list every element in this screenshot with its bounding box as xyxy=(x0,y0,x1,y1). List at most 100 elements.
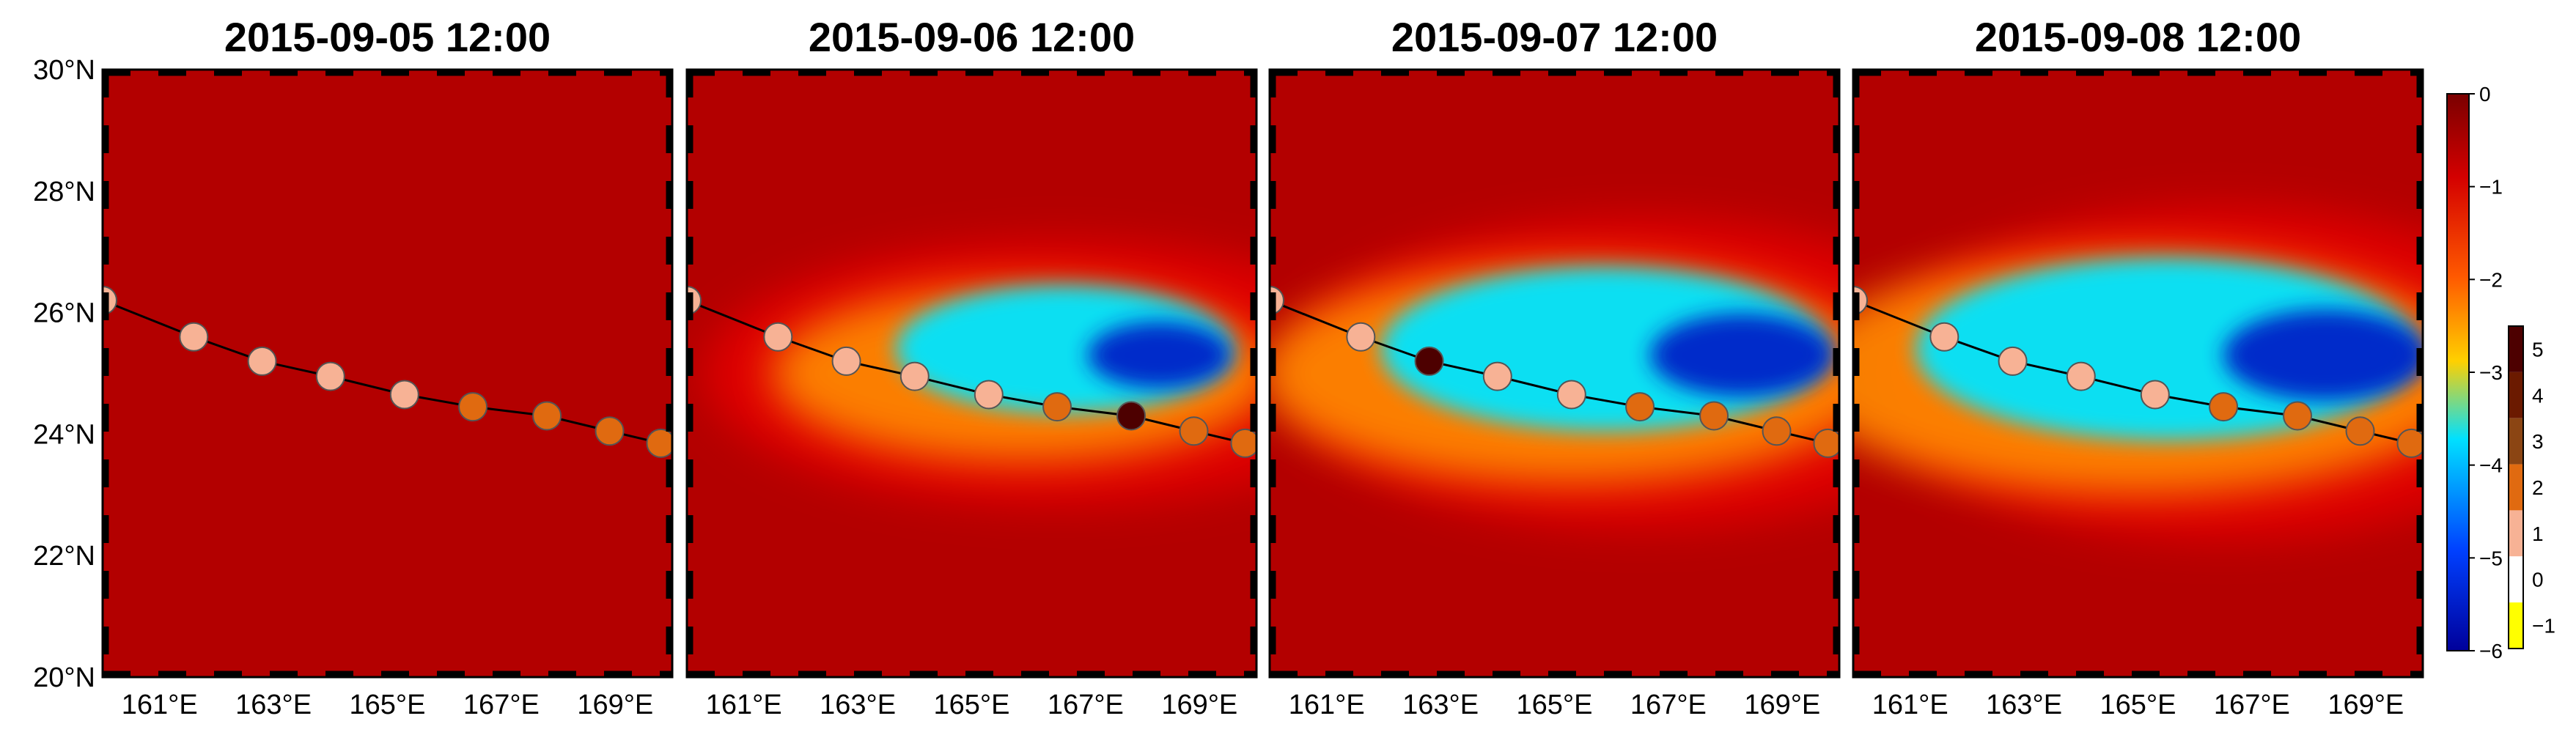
track-point xyxy=(1346,322,1376,352)
track-point xyxy=(1179,416,1209,446)
panel-title: 2015-09-05 12:00 xyxy=(224,14,551,60)
track-point xyxy=(389,380,419,410)
track-point xyxy=(2209,392,2239,422)
x-tick-label: 161°E xyxy=(1289,690,1365,720)
track-point xyxy=(532,401,562,431)
track-point xyxy=(1699,401,1729,431)
sst-colorbar-label: −5 xyxy=(2479,547,2503,569)
category-colorbar-label: −1 xyxy=(2532,615,2555,638)
track-point xyxy=(315,361,345,391)
x-tick-label: 169°E xyxy=(1161,690,1237,720)
sst-field xyxy=(103,70,672,677)
track-point xyxy=(763,322,793,352)
x-tick-label: 163°E xyxy=(820,690,896,720)
x-tick-label: 165°E xyxy=(934,690,1010,720)
x-tick-label: 167°E xyxy=(1630,690,1707,720)
category-colorbar-label: 1 xyxy=(2532,522,2544,545)
x-tick-label: 167°E xyxy=(463,690,540,720)
y-tick-label: 28°N xyxy=(33,177,95,207)
category-colorbar-label: 5 xyxy=(2532,338,2544,361)
track-point xyxy=(2396,428,2423,458)
cold-core xyxy=(1088,322,1232,389)
track-point xyxy=(1482,361,1512,391)
map-panel: 2015-09-07 12:00 161°E 163°E 165°E 167°E 169°… xyxy=(1268,14,1841,720)
y-tick-label: 24°N xyxy=(33,419,95,450)
x-tick-label: 163°E xyxy=(235,690,312,720)
sst-colorbar-label: −3 xyxy=(2479,361,2503,384)
sst-colorbar-label: −1 xyxy=(2479,176,2503,199)
y-tick-label: 20°N xyxy=(33,662,95,693)
category-colorbar-segment xyxy=(2509,556,2523,603)
sst-colorbar-label: −2 xyxy=(2479,268,2503,291)
track-point xyxy=(1625,392,1655,422)
sst-colorbar xyxy=(2446,93,2470,651)
track-point xyxy=(595,416,625,446)
sst-field xyxy=(1853,70,2423,677)
x-tick-label: 163°E xyxy=(1986,690,2062,720)
x-tick-label: 163°E xyxy=(1402,690,1479,720)
track-point xyxy=(974,380,1004,410)
x-tick-label: 165°E xyxy=(1517,690,1593,720)
track-point xyxy=(2283,401,2313,431)
x-tick-label: 161°E xyxy=(1872,690,1948,720)
sst-colorbar-label: 0 xyxy=(2479,83,2491,106)
track-point xyxy=(1230,428,1256,458)
x-tick-label: 169°E xyxy=(577,690,653,720)
x-tick-label: 167°E xyxy=(1048,690,1124,720)
category-colorbar-label: 3 xyxy=(2532,430,2544,453)
map-panel: 2015-09-06 12:00 161°E 163°E 165°E 167°E 169°… xyxy=(685,14,1258,720)
map-panels: 2015-09-05 12:00 161°E 163°E 165°E 167°E 169°… xyxy=(33,14,2424,720)
x-tick-label: 169°E xyxy=(1744,690,1820,720)
track-point xyxy=(179,322,209,352)
track-point xyxy=(1813,428,1839,458)
y-tick-label: 30°N xyxy=(33,55,95,86)
track-point xyxy=(899,361,930,391)
track-point xyxy=(646,428,672,458)
x-tick-label: 165°E xyxy=(350,690,426,720)
x-tick-label: 165°E xyxy=(2100,690,2176,720)
x-tick-label: 169°E xyxy=(2327,690,2404,720)
field-background xyxy=(103,70,672,677)
x-tick-label: 161°E xyxy=(706,690,782,720)
track-point xyxy=(1998,346,2028,376)
category-colorbar-segment xyxy=(2509,372,2523,418)
category-colorbar-label: 2 xyxy=(2532,476,2544,499)
track-point xyxy=(1116,401,1147,431)
panel-title: 2015-09-08 12:00 xyxy=(1975,14,2301,60)
track-point xyxy=(831,346,861,376)
track-point xyxy=(1042,392,1072,422)
track-point xyxy=(247,346,277,376)
panel-title: 2015-09-06 12:00 xyxy=(809,14,1135,60)
category-colorbar-segment xyxy=(2509,464,2523,511)
track-point xyxy=(458,392,488,422)
cold-core xyxy=(1650,314,1835,397)
sst-field xyxy=(687,70,1256,677)
x-tick-label: 167°E xyxy=(2214,690,2290,720)
category-colorbar-label: 4 xyxy=(2532,384,2544,407)
track-point xyxy=(2066,361,2096,391)
sst-colorbar-label: −4 xyxy=(2479,454,2503,477)
y-tick-label: 26°N xyxy=(33,298,95,329)
category-colorbar-segment xyxy=(2509,418,2523,465)
category-colorbar-frame xyxy=(2508,325,2524,649)
category-colorbar-segment xyxy=(2509,510,2523,557)
track-point xyxy=(1556,380,1586,410)
track-point xyxy=(1762,416,1792,446)
track-point xyxy=(1929,322,1959,352)
x-tick-label: 161°E xyxy=(122,690,198,720)
map-panel: 2015-09-08 12:00 161°E 163°E 165°E 167°E 169°… xyxy=(1852,14,2424,720)
track-point xyxy=(1414,346,1444,376)
sst-colorbar-label: −6 xyxy=(2479,640,2503,662)
map-panel: 2015-09-05 12:00 161°E 163°E 165°E 167°E 169°… xyxy=(33,14,674,720)
y-tick-label: 22°N xyxy=(33,541,95,572)
track-point xyxy=(2345,416,2375,446)
sst-field xyxy=(1270,70,1839,677)
cold-core xyxy=(2223,309,2423,401)
category-colorbar-segment xyxy=(2509,602,2523,649)
category-colorbar-segment xyxy=(2509,326,2523,372)
panel-title: 2015-09-07 12:00 xyxy=(1391,14,1718,60)
category-colorbar-label: 0 xyxy=(2532,569,2544,591)
track-point xyxy=(2140,380,2170,410)
colorbars: 0 −1 −2 −3 −4 −5 −6 5 4 3 2 1 0 −1 xyxy=(2446,83,2555,662)
